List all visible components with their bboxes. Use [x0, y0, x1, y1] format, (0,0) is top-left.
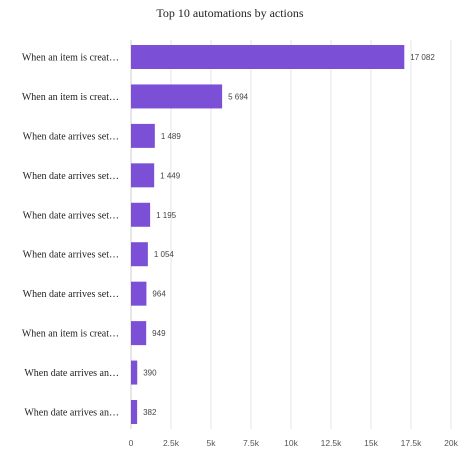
value-label: 5 694	[228, 92, 249, 101]
bar[interactable]	[131, 45, 405, 69]
category-label: When date arrives set…	[23, 250, 119, 261]
bar[interactable]	[131, 360, 138, 385]
bar[interactable]	[131, 400, 138, 424]
category-label: When an item is creat…	[22, 92, 119, 103]
category-label: When date arrives set…	[23, 289, 119, 300]
x-tick-label: 20k	[444, 438, 458, 448]
category-label: When date arrives set…	[23, 210, 119, 221]
value-label: 1 489	[161, 132, 182, 141]
value-label: 949	[152, 329, 166, 338]
value-label: 390	[143, 369, 157, 378]
x-tick-label: 2.5k	[163, 438, 180, 448]
bars	[131, 45, 405, 424]
bar[interactable]	[131, 84, 223, 109]
x-tick-label: 0	[129, 438, 134, 448]
value-label: 964	[152, 290, 166, 299]
category-label: When date arrives set…	[23, 131, 119, 142]
x-tick-label: 12.5k	[321, 438, 343, 448]
x-tick-label: 15k	[364, 438, 378, 448]
category-label: When an item is creat…	[22, 53, 119, 64]
value-label: 1 449	[160, 171, 181, 180]
bar[interactable]	[131, 123, 155, 148]
x-tick-label: 5k	[207, 438, 217, 448]
bar[interactable]	[131, 242, 148, 267]
bar[interactable]	[131, 321, 147, 346]
chart-title: Top 10 automations by actions	[156, 6, 303, 20]
value-label: 1 195	[156, 211, 177, 220]
category-label: When date arrives an…	[24, 408, 119, 419]
value-label: 382	[143, 408, 157, 417]
category-label: When date arrives set…	[23, 171, 119, 182]
labels: 0 2.5k 5k 7.5k 10k 12.5k 15k 17.5k 20k When an it…	[22, 53, 459, 449]
category-label: When an item is creat…	[22, 329, 119, 340]
x-tick-label: 10k	[284, 438, 298, 448]
value-label: 17 082	[410, 53, 435, 62]
x-tick-label: 7.5k	[243, 438, 260, 448]
bar[interactable]	[131, 163, 155, 188]
bar[interactable]	[131, 202, 151, 227]
bar[interactable]	[131, 281, 147, 306]
category-label: When date arrives an…	[24, 368, 119, 379]
x-tick-label: 17.5k	[401, 438, 423, 448]
value-label: 1 054	[154, 250, 175, 259]
